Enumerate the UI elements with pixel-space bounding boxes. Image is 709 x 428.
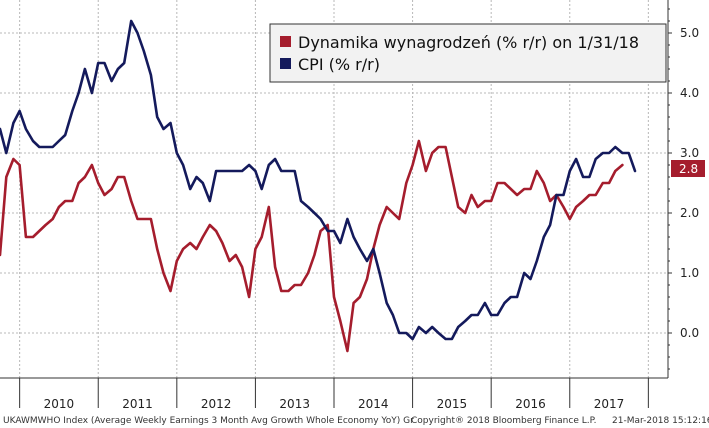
y-tick-labels: 0.0 1.0 2.0 3.0 4.0 5.0 — [668, 8, 699, 370]
last-value-badge: 2.8 — [671, 160, 705, 177]
x-year-labels: 2010 2011 2012 2013 2014 2015 2016 2017 — [19, 378, 649, 411]
last-value-label: 2.8 — [679, 162, 698, 176]
x-year-label: 2011 — [122, 397, 153, 411]
y-tick-label: 5.0 — [680, 26, 699, 40]
footer-source: UKAWMWHO Index (Average Weekly Earnings … — [3, 416, 414, 426]
last-value-badge-bg — [671, 160, 705, 177]
footer-copyright: Copyright® 2018 Bloomberg Finance L.P. — [411, 416, 596, 426]
legend-swatch-cpi — [280, 58, 291, 69]
legend-box — [269, 23, 667, 83]
legend-label-wages: Dynamika wynagrodzeń (% r/r) on 1/31/18 — [298, 33, 639, 52]
x-year-label: 2016 — [515, 397, 546, 411]
x-year-label: 2012 — [201, 397, 232, 411]
y-tick-label: 0.0 — [680, 326, 699, 340]
legend-label-cpi: CPI (% r/r) — [298, 55, 380, 74]
footer-timestamp: 21-Mar-2018 15:12:16 — [612, 416, 709, 426]
series-line-wages — [0, 139, 624, 353]
x-year-label: 2017 — [594, 397, 625, 411]
y-tick-label: 2.0 — [680, 206, 699, 220]
legend: Dynamika wynagrodzeń (% r/r) on 1/31/18 … — [269, 23, 667, 83]
x-year-label: 2013 — [279, 397, 310, 411]
grid-layer — [0, 0, 668, 378]
x-year-label: 2014 — [358, 397, 389, 411]
y-tick-label: 3.0 — [680, 146, 699, 160]
y-tick-label: 4.0 — [680, 86, 699, 100]
footer: UKAWMWHO Index (Average Weekly Earnings … — [3, 416, 709, 426]
series-layer — [0, 19, 637, 353]
y-tick-label: 1.0 — [680, 266, 699, 280]
legend-swatch-wages — [280, 36, 291, 47]
series-line-cpi — [0, 19, 637, 341]
x-year-label: 2015 — [437, 397, 468, 411]
x-year-label: 2010 — [44, 397, 75, 411]
